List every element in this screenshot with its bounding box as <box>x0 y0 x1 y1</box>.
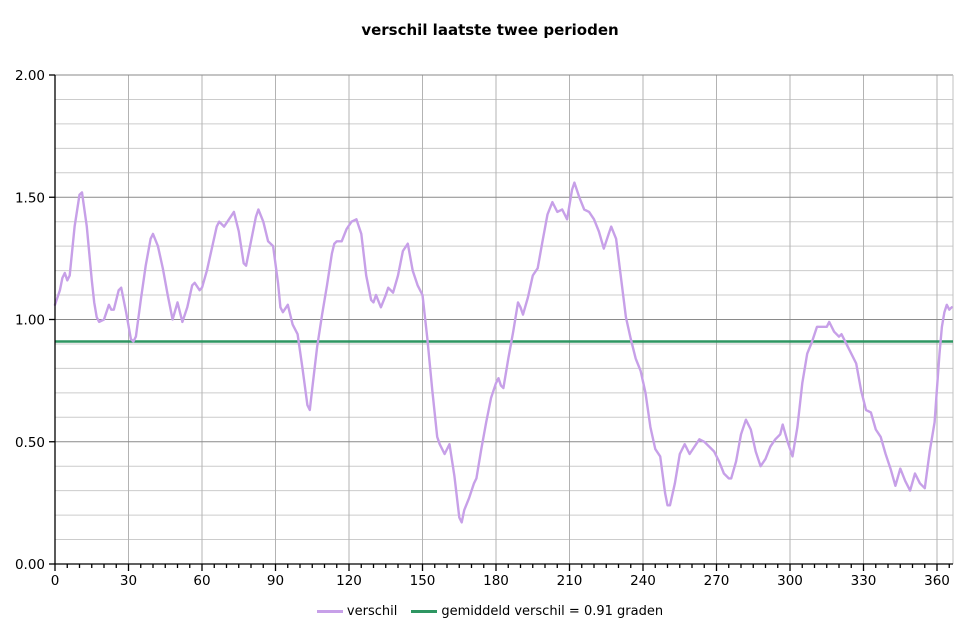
verschil-line <box>53 181 953 524</box>
legend-label-gemiddeld: gemiddeld verschil = 0.91 graden <box>441 603 664 619</box>
legend-label-verschil: verschil <box>346 603 398 619</box>
legend: verschil gemiddeld verschil = 0.91 grade… <box>0 600 980 622</box>
x-tick-label: 60 <box>193 573 210 589</box>
x-tick-label: 0 <box>51 573 60 589</box>
y-tick-label: 2.00 <box>15 68 45 84</box>
x-tick-label: 240 <box>630 573 656 589</box>
x-tick-label: 30 <box>120 573 137 589</box>
y-tick-label: 1.50 <box>15 190 45 206</box>
x-tick-label: 330 <box>851 573 877 589</box>
gemiddeld-line-swatch <box>411 609 438 613</box>
verschil-line-swatch <box>316 609 343 613</box>
y-tick-label: 1.00 <box>15 313 45 329</box>
x-tick-label: 90 <box>267 573 284 589</box>
x-tick-label: 150 <box>410 573 436 589</box>
legend-item-verschil: verschil <box>316 603 398 619</box>
x-tick-label: 120 <box>336 573 362 589</box>
x-tick-label: 180 <box>483 573 509 589</box>
x-tick-label: 270 <box>704 573 730 589</box>
y-tick-label: 0.50 <box>15 435 45 451</box>
x-tick-label: 210 <box>557 573 583 589</box>
x-tick-label: 300 <box>777 573 803 589</box>
legend-item-gemiddeld: gemiddeld verschil = 0.91 graden <box>411 604 663 619</box>
y-tick-label: 0.00 <box>15 557 45 573</box>
x-tick-label: 360 <box>924 573 950 589</box>
chart-title: verschil laatste twee perioden <box>361 21 619 39</box>
